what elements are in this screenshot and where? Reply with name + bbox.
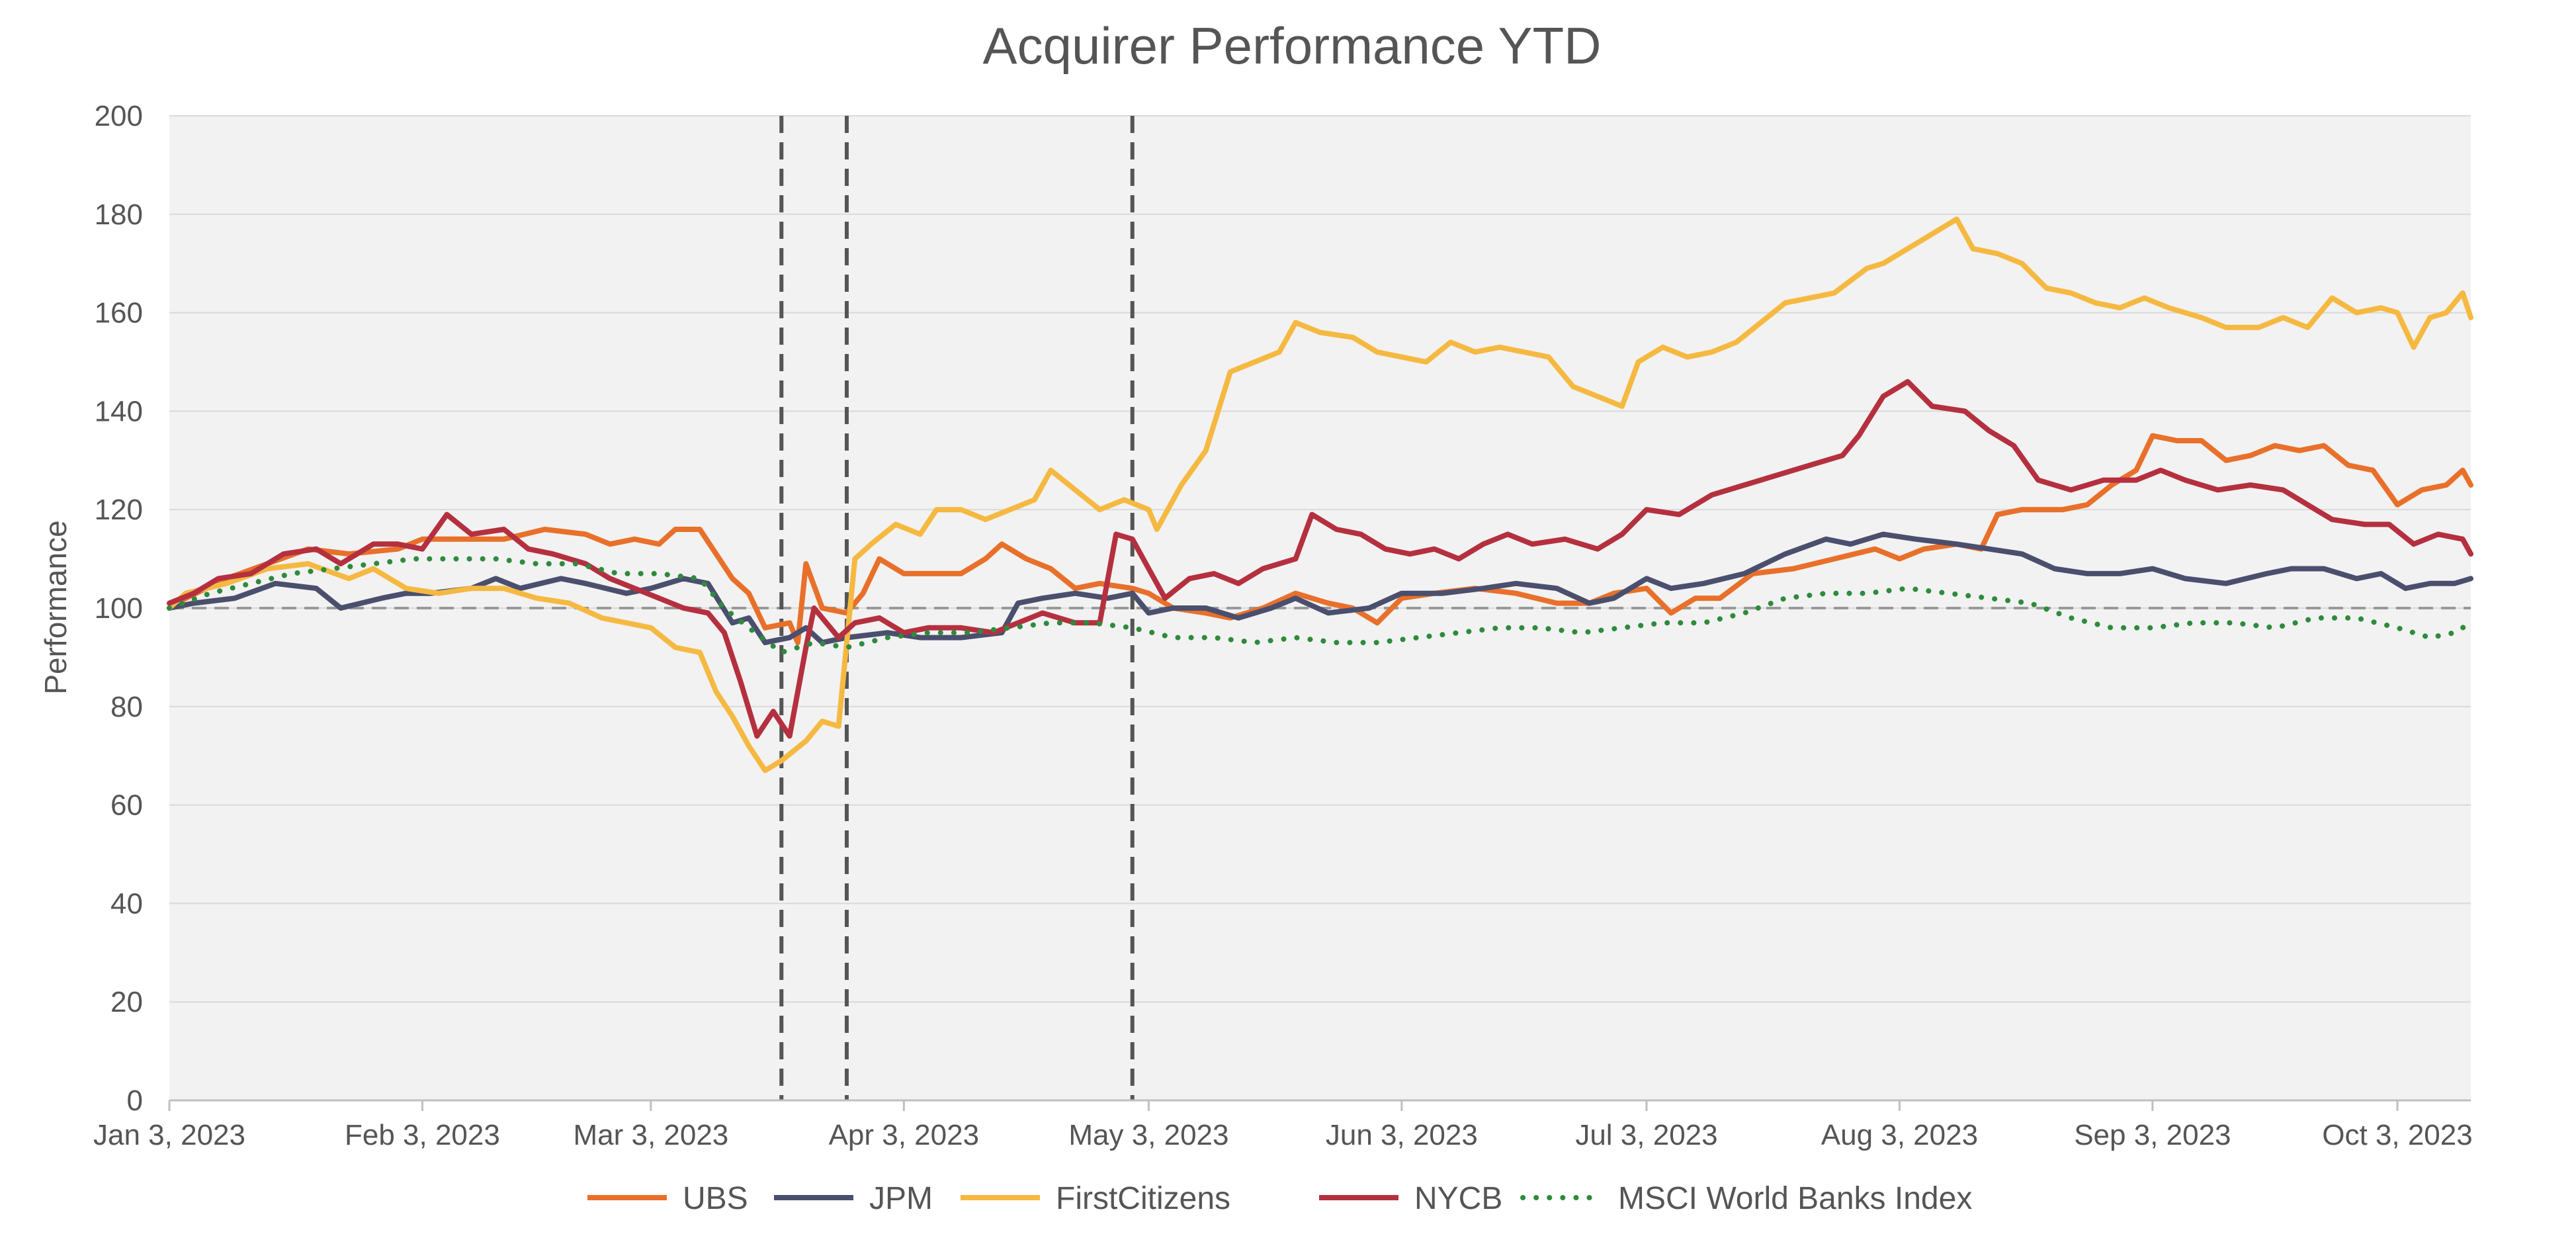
y-tick-label: 120: [95, 494, 143, 526]
x-tick-label: Aug 3, 2023: [1821, 1119, 1978, 1151]
y-tick-label: 80: [110, 691, 143, 723]
y-tick-label: 100: [95, 592, 143, 625]
y-tick-label: 180: [95, 199, 143, 231]
legend-label: MSCI World Banks Index: [1618, 1181, 1972, 1216]
gridlines: [169, 115, 2471, 1003]
y-tick-label: 200: [95, 100, 143, 132]
y-axis-label: Performance: [38, 520, 73, 694]
series-lines: [167, 216, 2473, 774]
legend-label: NYCB: [1414, 1181, 1502, 1216]
y-tick-label: 140: [95, 395, 143, 427]
y-tick-label: 160: [95, 297, 143, 330]
legend-label: UBS: [683, 1181, 748, 1216]
legend: UBS JPM FirstCitizens NYCB MSCI World Banks …: [587, 1181, 1972, 1216]
series-line-firstcitizens: [167, 216, 2473, 774]
axes: [168, 1099, 2471, 1111]
legend-label: FirstCitizens: [1056, 1181, 1230, 1216]
y-tick-label: 40: [110, 887, 143, 920]
x-tick-label: Jul 3, 2023: [1575, 1119, 1717, 1151]
x-tick-label: Mar 3, 2023: [573, 1119, 728, 1151]
legend-label: JPM: [869, 1181, 933, 1216]
series-line-jpm: [167, 531, 2473, 646]
event-lines: [779, 116, 1135, 1100]
x-tick-label: Apr 3, 2023: [829, 1119, 980, 1151]
y-tick-label: 20: [110, 986, 143, 1018]
x-tick-label: Jan 3, 2023: [93, 1119, 245, 1151]
y-tick-label: 60: [110, 789, 143, 822]
y-tick-labels: 0 20 40 60 80 100 120 140 160 180 200: [95, 100, 143, 1117]
x-tick-label: Feb 3, 2023: [345, 1119, 500, 1151]
series-line-ubs: [167, 433, 2473, 646]
x-tick-label: Sep 3, 2023: [2074, 1119, 2231, 1151]
x-tick-label: Jun 3, 2023: [1326, 1119, 1478, 1151]
x-tick-labels: Jan 3, 2023 Feb 3, 2023 Mar 3, 2023 Apr 3, …: [93, 1119, 2473, 1151]
chart-title: Acquirer Performance YTD: [983, 17, 1602, 75]
x-tick-label: Oct 3, 2023: [2322, 1119, 2472, 1151]
x-tick-label: May 3, 2023: [1068, 1119, 1228, 1151]
y-tick-label: 0: [127, 1084, 143, 1117]
